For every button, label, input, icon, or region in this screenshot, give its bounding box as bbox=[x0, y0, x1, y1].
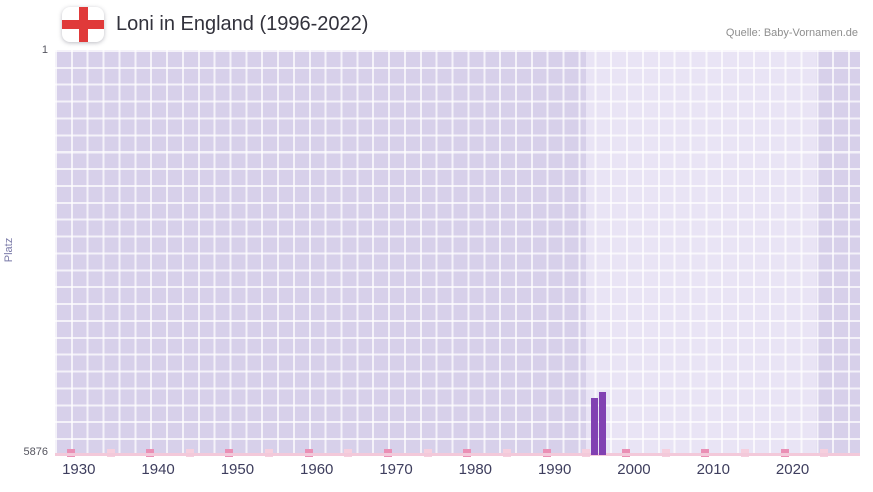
bars-layer bbox=[55, 50, 860, 455]
x-tick-label: 2020 bbox=[775, 461, 810, 478]
y-axis-label: Platz bbox=[3, 237, 15, 263]
x-tick-label: 1990 bbox=[537, 461, 572, 478]
bar-1995 bbox=[590, 398, 598, 455]
grid-lines bbox=[55, 50, 860, 455]
x-tick-label: 1960 bbox=[300, 461, 334, 478]
england-flag-icon bbox=[62, 7, 104, 42]
x-tick-label: 1940 bbox=[141, 461, 175, 478]
y-tick-top: 1 bbox=[41, 44, 48, 56]
x-tick-label: 1970 bbox=[379, 461, 413, 478]
x-tick-label: 1950 bbox=[220, 461, 255, 478]
x-tick-label: 1930 bbox=[62, 461, 96, 478]
chart-header: Loni in England (1996-2022) Quelle: Baby… bbox=[0, 0, 873, 48]
x-tick-label: 2010 bbox=[696, 461, 730, 478]
chart-title: Loni in England (1996-2022) bbox=[116, 13, 369, 35]
flag-cross-horizontal bbox=[62, 20, 104, 29]
x-tick-label: 1980 bbox=[458, 461, 493, 478]
x-axis-line bbox=[55, 453, 860, 456]
x-axis-ticks: 1930 1940 1950 1960 1970 1980 1990 2000 2010 2020 bbox=[55, 461, 860, 483]
x-tick-label: 2000 bbox=[617, 461, 651, 478]
y-tick-bottom: 5876 bbox=[23, 446, 48, 458]
plot-area bbox=[55, 50, 860, 457]
source-credit: Quelle: Baby-Vornamen.de bbox=[725, 27, 858, 39]
bar-1996 bbox=[598, 391, 606, 455]
